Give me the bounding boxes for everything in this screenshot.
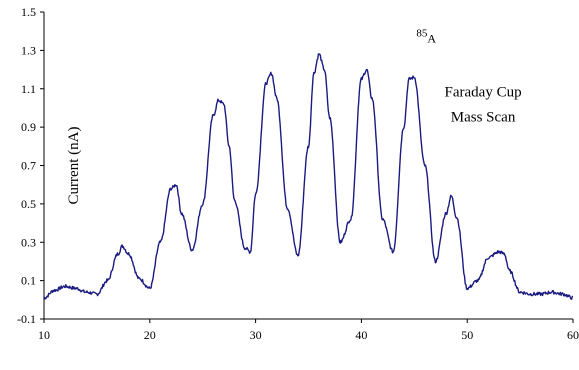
isotope-annotation: 85A <box>416 28 436 46</box>
y-tick-label: 0.7 <box>21 159 36 173</box>
axes <box>43 12 573 320</box>
x-tick-label: 40 <box>355 328 367 342</box>
y-tick-label: 1.5 <box>21 5 36 19</box>
x-tick-label: 30 <box>250 328 262 342</box>
x-tick-label: 20 <box>144 328 156 342</box>
y-tick-label: 1.3 <box>21 43 36 57</box>
x-tick-label: 50 <box>461 328 473 342</box>
isotope-symbol: A <box>427 32 436 46</box>
annotation-text: Mass Scan <box>451 109 516 125</box>
x-tick-label: 10 <box>38 328 50 342</box>
y-tick-label: 0.3 <box>21 235 36 249</box>
y-tick-label: 0.1 <box>21 274 36 288</box>
y-axis-label: Current (nA) <box>66 127 82 205</box>
data-line <box>43 53 574 300</box>
y-tick-label: -0.1 <box>17 312 36 326</box>
isotope-mass-number: 85 <box>416 28 428 40</box>
x-tick-label: 60 <box>567 328 579 342</box>
annotations: Current (nA) Faraday Cup Mass Scan 85A <box>66 28 522 205</box>
y-tick-label: 0.9 <box>21 120 36 134</box>
ticks: -0.1 0.1 0.3 0.5 0.7 0.9 1.1 1.3 1.5 10 20 30 40 50 60 <box>17 5 579 342</box>
annotation-text: Faraday Cup <box>445 84 522 100</box>
y-tick-label: 0.5 <box>21 197 36 211</box>
series <box>43 53 574 300</box>
y-tick-label: 1.1 <box>21 82 36 96</box>
